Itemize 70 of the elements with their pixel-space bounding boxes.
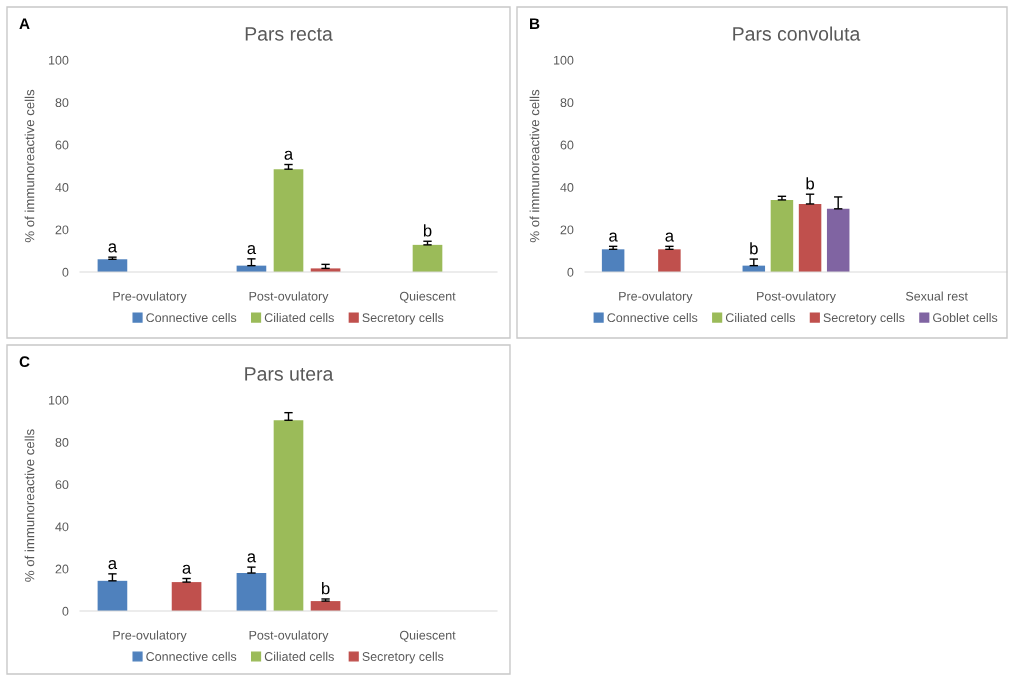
y-tick-label: 80 <box>55 438 69 447</box>
y-tick-label: 60 <box>55 480 69 490</box>
y-axis-title: % of immunoreactive cells <box>529 89 540 243</box>
data-label: a <box>108 243 118 253</box>
data-label: a <box>609 232 618 242</box>
legend-label: Ciliated cells <box>725 312 795 323</box>
legend-label: Connective cells <box>607 312 698 323</box>
x-tick-label: Pre-ovulatory <box>619 291 693 304</box>
x-tick-label: Pre-ovulatory <box>113 630 187 643</box>
x-tick-label: Post-ovulatory <box>249 630 329 643</box>
bar <box>97 580 128 611</box>
x-tick-label: Post-ovulatory <box>757 291 836 304</box>
text: C <box>19 356 30 368</box>
legend-label: Secretory cells <box>823 312 905 325</box>
text: B <box>530 18 540 29</box>
x-tick-label: Quiescent <box>399 630 456 642</box>
chart-title: Pars recta <box>245 27 333 41</box>
data-label: a <box>247 245 257 255</box>
data-label: a <box>108 560 118 570</box>
y-tick-label: 100 <box>48 395 69 405</box>
legend-label: Goblet cells <box>933 312 998 323</box>
bar <box>171 582 202 611</box>
data-label: b <box>423 224 432 237</box>
y-axis-title: % of immunoreactive cells <box>24 429 35 582</box>
data-label: a <box>247 553 257 563</box>
bar <box>798 203 822 272</box>
chart-title: Pars utera <box>245 367 334 381</box>
chart-title: Pars convoluta <box>733 26 861 41</box>
y-tick-label: 80 <box>55 98 69 108</box>
y-tick-label: 20 <box>560 225 574 235</box>
y-tick-label: 0 <box>62 606 69 616</box>
y-tick-label: 40 <box>560 183 574 192</box>
legend-label: Secretory cells <box>362 651 444 664</box>
data-label: b <box>806 177 814 190</box>
bar <box>273 169 304 272</box>
x-tick-label: Quiescent <box>399 291 456 303</box>
y-axis-title: % of immunoreactive cells <box>24 89 35 243</box>
data-label: b <box>750 242 758 255</box>
x-tick-label: Sexual rest <box>905 291 968 301</box>
y-tick-label: 0 <box>567 267 574 277</box>
y-tick-label: 0 <box>62 267 69 277</box>
bar <box>236 573 267 611</box>
legend-label: Ciliated cells <box>264 651 334 661</box>
y-tick-label: 100 <box>553 55 574 65</box>
bar <box>658 249 681 272</box>
bar <box>412 244 443 272</box>
bar <box>770 199 794 272</box>
bar <box>97 259 128 272</box>
y-tick-label: 60 <box>55 140 69 150</box>
bar <box>273 420 304 611</box>
y-tick-label: 60 <box>560 140 574 150</box>
legend-label: Connective cells <box>146 312 237 323</box>
y-tick-label: 20 <box>55 564 69 574</box>
y-tick-label: 80 <box>560 98 574 108</box>
data-label: a <box>665 232 675 242</box>
y-tick-label: 100 <box>48 55 69 65</box>
y-tick-label: 20 <box>55 225 69 235</box>
data-label: a <box>182 564 192 574</box>
x-tick-label: Post-ovulatory <box>249 291 329 304</box>
x-tick-label: Pre-ovulatory <box>113 291 187 304</box>
bar <box>826 208 850 272</box>
y-tick-label: 40 <box>55 183 69 192</box>
legend-label: Ciliated cells <box>264 312 334 323</box>
legend-label: Secretory cells <box>362 312 444 325</box>
data-label: a <box>284 150 294 160</box>
legend-label: Connective cells <box>146 651 237 661</box>
text: A <box>19 18 30 29</box>
bar <box>601 249 625 272</box>
y-tick-label: 40 <box>55 522 69 532</box>
data-label: b <box>322 582 330 595</box>
